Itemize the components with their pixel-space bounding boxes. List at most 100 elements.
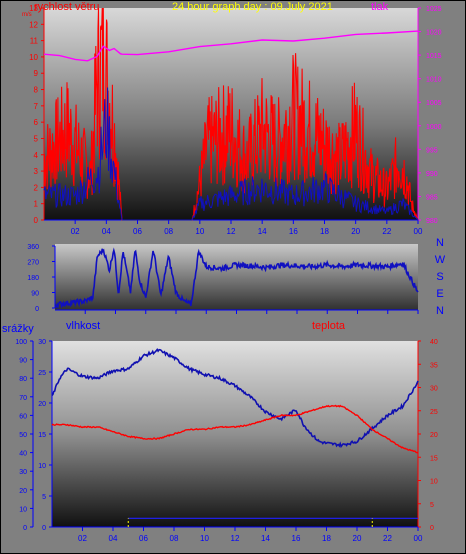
wind-x-tick-label: 08	[164, 227, 173, 236]
graph-title: 24 hour graph day : 09.July 2021	[172, 1, 333, 13]
wind-axis-tick-label: 7	[34, 102, 39, 111]
wind-gust-line	[43, 7, 419, 221]
bottom-x-tick-label: 20	[353, 534, 362, 543]
humidity-axis-tick-label: 40	[19, 451, 27, 458]
direction-axis-tick-label: 0	[35, 306, 39, 313]
pressure-axis-tick-label: 1010	[426, 77, 442, 84]
bottom-x-tick-label: 02	[78, 534, 87, 543]
bottom-x-tick-label: 08	[170, 534, 179, 543]
precip-axis-tick-label: 0	[42, 525, 46, 532]
wind-x-tick-label: 10	[195, 227, 204, 236]
wind-x-tick-label: 04	[102, 227, 111, 236]
precip-axis-tick-label: 15	[38, 432, 46, 439]
bottom-x-tick-label: 04	[109, 534, 118, 543]
bottom-x-tick-label: 14	[261, 534, 270, 543]
wind-unit-label: m/s	[22, 12, 32, 18]
wind-axis-tick-label: 5	[34, 134, 39, 143]
bottom-x-tick-label: 06	[139, 534, 148, 543]
wind-axis-tick-label: 9	[34, 69, 39, 78]
direction-axis-tick-label: 90	[31, 291, 39, 298]
precip-axis-tick-label: 25	[38, 370, 46, 377]
direction-axis-tick-label: 360	[27, 244, 39, 251]
wind-x-tick-label: 22	[382, 227, 391, 236]
temperature-axis-tick-label: 20	[430, 432, 438, 439]
humidity-label: vlhkost	[66, 320, 100, 332]
bottom-x-tick-label: 18	[322, 534, 331, 543]
wind-axis-tick-label: 13	[29, 4, 38, 13]
wind-x-tick-label: 14	[258, 227, 267, 236]
wind-x-tick-label: 06	[133, 227, 142, 236]
precipitation-label: srážky	[2, 323, 34, 335]
humidity-axis-tick-label: 0	[23, 525, 27, 532]
wind-direction-line	[54, 247, 419, 310]
pressure-label: tlak	[371, 1, 389, 13]
humidity-axis-tick-label: 100	[15, 339, 27, 346]
pressure-line	[43, 30, 419, 62]
pressure-axis-tick-label: 1005	[426, 100, 442, 107]
temperature-axis-tick-label: 0	[430, 525, 434, 532]
precip-axis-tick-label: 30	[38, 339, 46, 346]
wind-axis-tick-label: 2	[34, 183, 39, 192]
compass-label: N	[436, 305, 444, 317]
temperature-axis-tick-label: 25	[430, 409, 438, 416]
humidity-axis-tick-label: 10	[19, 506, 27, 513]
compass-label: W	[435, 254, 446, 266]
wind-x-tick-label: 20	[351, 227, 360, 236]
wind-axis-tick-label: 0	[34, 216, 39, 225]
pressure-axis-tick-label: 980	[426, 218, 438, 225]
bottom-x-tick-label: 12	[231, 534, 240, 543]
temperature-label: teplota	[312, 320, 346, 332]
wind-axis-tick-label: 8	[34, 86, 39, 95]
humidity-line	[51, 348, 419, 449]
bottom-x-tick-label: 22	[383, 534, 392, 543]
humidity-axis-tick-label: 60	[19, 413, 27, 420]
precip-axis-tick-label: 20	[38, 401, 46, 408]
wind-x-tick-label: 16	[289, 227, 298, 236]
direction-panel-plot	[55, 244, 418, 310]
bottom-x-tick-label: 10	[200, 534, 209, 543]
temperature-axis-tick-label: 15	[430, 455, 438, 462]
temperature-axis-tick-label: 30	[430, 386, 438, 393]
compass-label: N	[436, 237, 444, 249]
wind-speed-label: rychlost větru	[34, 1, 99, 13]
humidity-axis-tick-label: 30	[19, 469, 27, 476]
pressure-axis-tick-label: 1015	[426, 53, 442, 60]
humidity-panel-plot	[52, 341, 418, 527]
compass-label: E	[436, 288, 443, 300]
wind-axis-tick-label: 10	[29, 53, 38, 62]
wind-avg-line	[43, 87, 419, 221]
direction-axis-tick-label: 270	[27, 260, 39, 267]
compass-label: S	[436, 271, 443, 283]
wind-axis-tick-label: 1	[34, 200, 39, 209]
humidity-axis-tick-label: 50	[19, 432, 27, 439]
bottom-x-tick-label: 00	[414, 534, 423, 543]
humidity-axis-tick-label: 80	[19, 376, 27, 383]
bottom-x-tick-label: 16	[292, 534, 301, 543]
pressure-axis-tick-label: 990	[426, 171, 438, 178]
precip-axis-tick-label: 5	[42, 494, 46, 501]
pressure-axis-tick-label: 1025	[426, 6, 442, 13]
wind-axis-tick-label: 3	[34, 167, 39, 176]
wind-axis-tick-label: 11	[30, 37, 39, 46]
wind-x-tick-label: 18	[320, 227, 329, 236]
precip-axis-tick-label: 10	[38, 463, 46, 470]
temperature-axis-tick-label: 35	[430, 362, 438, 369]
wind-axis-tick-label: 4	[34, 151, 39, 160]
pressure-axis-tick-label: 1000	[426, 124, 442, 131]
temperature-axis-tick-label: 10	[430, 479, 438, 486]
humidity-axis-tick-label: 90	[19, 358, 27, 365]
humidity-axis-tick-label: 70	[19, 395, 27, 402]
direction-axis-tick-label: 180	[27, 275, 39, 282]
temperature-axis-tick-label: 5	[430, 502, 434, 509]
wind-axis-tick-label: 6	[34, 118, 39, 127]
temperature-axis-tick-label: 40	[430, 339, 438, 346]
wind-x-tick-label: 02	[71, 227, 80, 236]
wind-x-tick-label: 00	[414, 227, 423, 236]
wind-axis-tick-label: 12	[29, 20, 38, 29]
wind-x-tick-label: 12	[227, 227, 236, 236]
pressure-axis-tick-label: 1020	[426, 30, 442, 37]
pressure-axis-tick-label: 985	[426, 194, 438, 201]
humidity-axis-tick-label: 20	[19, 488, 27, 495]
